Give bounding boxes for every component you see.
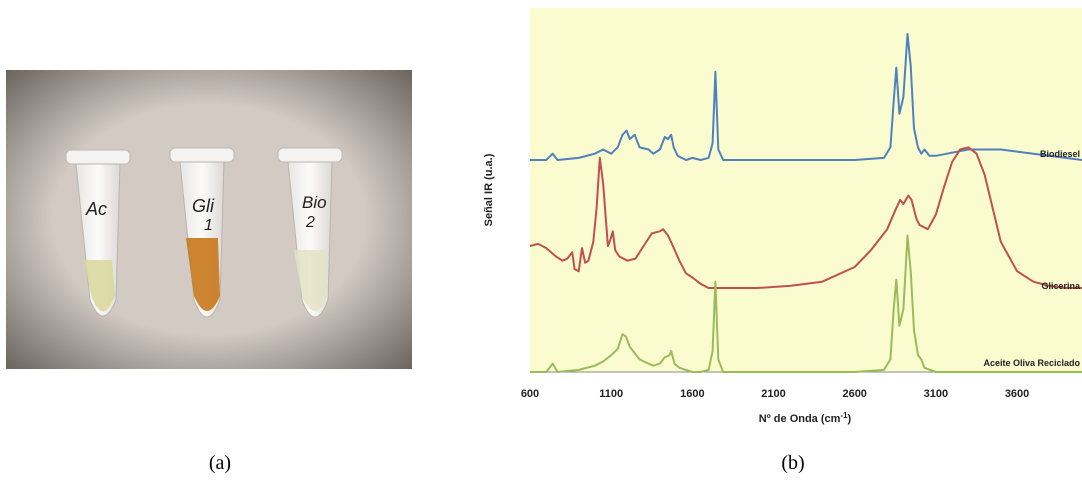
tube-gli-label-2: 1 xyxy=(204,217,213,234)
y-axis-label: Señal IR (u.a.) xyxy=(483,153,495,226)
x-tick-label-5: 3100 xyxy=(924,388,948,400)
tube-gli: Gli 1 xyxy=(169,147,235,318)
x-tick-label-1: 1100 xyxy=(599,388,623,400)
plot-area xyxy=(530,8,1082,372)
series-label-0: Biodiesel xyxy=(1040,149,1080,159)
series-line-2 xyxy=(530,234,1082,373)
x-tick-label-3: 2100 xyxy=(761,388,785,400)
sample-photo-drawing: Ac Gli 1 Bio 2 xyxy=(6,70,412,369)
series-group xyxy=(529,33,1082,373)
caption-panel-b: (b) xyxy=(781,452,805,474)
sample-photo: Ac Gli 1 Bio 2 xyxy=(6,70,412,369)
series-label-1: Glicerina xyxy=(1041,281,1081,291)
tube-gli-label-1: Gli xyxy=(192,196,215,216)
ir-spectra-chart: Biodiesel Glicerina Aceite Oliva Reciclado… xyxy=(470,0,1082,440)
x-tick-label-0: 600 xyxy=(521,388,539,400)
x-tick-label-6: 3600 xyxy=(1005,388,1029,400)
series-label-2: Aceite Oliva Reciclado xyxy=(983,358,1080,368)
series-line-1 xyxy=(529,146,1082,289)
caption-panel-a: (a) xyxy=(208,452,232,474)
tube-bio: Bio 2 xyxy=(277,147,343,318)
series-line-0 xyxy=(530,33,1082,161)
x-tick-label-4: 2600 xyxy=(842,388,866,400)
series-labels: Biodiesel Glicerina Aceite Oliva Reciclado xyxy=(983,149,1081,368)
x-tick-labels: 600 1100 1600 2100 2600 3100 3600 xyxy=(521,388,1029,400)
x-axis-label: Nº de Onda (cm-1) xyxy=(759,411,852,425)
x-tick-label-2: 1600 xyxy=(680,388,704,400)
tube-bio-label-1: Bio xyxy=(302,193,327,212)
ir-spectra-svg: Biodiesel Glicerina Aceite Oliva Reciclado… xyxy=(483,8,1082,425)
tube-ac: Ac xyxy=(65,149,131,317)
tube-bio-label-2: 2 xyxy=(305,214,315,231)
tube-ac-label: Ac xyxy=(85,199,107,219)
